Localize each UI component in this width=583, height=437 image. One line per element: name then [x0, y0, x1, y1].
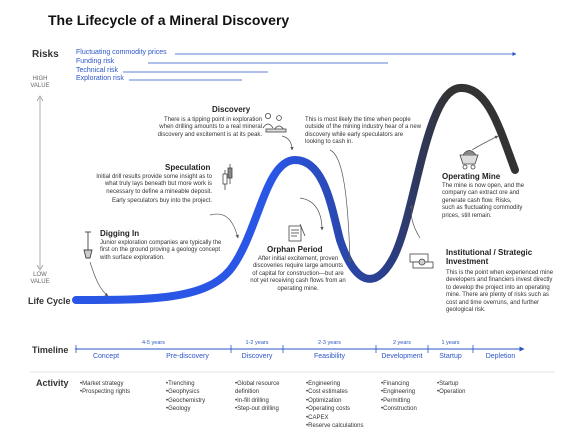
arrow-operating — [471, 135, 499, 151]
activity-label: Activity — [36, 378, 69, 388]
stage-discovery-desc-2: This is most likely the time when people… — [305, 117, 422, 146]
page-title: The Lifecycle of a Mineral Discovery — [48, 12, 290, 28]
activity-discovery: Global resource definition In-fill drill… — [235, 380, 295, 414]
years-1: 1 years — [441, 340, 460, 346]
arrow-orphan — [299, 197, 324, 231]
stage-orphan-desc: After initial excitement, proven discove… — [250, 256, 346, 292]
phase-concept: Concept — [92, 353, 120, 360]
years-2-3: 2-3 years — [318, 340, 341, 346]
activity-concept: Market strategy Prospecting rights — [80, 380, 130, 397]
activity-feasibility: Engineering Cost estimates Optimization … — [306, 380, 363, 430]
stage-digging-in-desc: Junior exploration companies are typical… — [100, 240, 222, 261]
arrow-digging — [89, 261, 109, 297]
risk-commodity: Fluctuating commodity prices — [76, 49, 167, 56]
phase-development: Development — [381, 353, 423, 360]
risk-funding: Funding risk — [76, 58, 115, 65]
activity-startup: Startup Operation — [437, 380, 465, 397]
arrow-speculation — [209, 213, 239, 239]
arrow-discovery-2 — [329, 149, 352, 263]
phase-feasibility: Feasibility — [313, 353, 346, 360]
activity-item: Prospecting rights — [80, 388, 130, 396]
activity-item: Engineering — [306, 380, 363, 388]
arrow-discovery — [281, 135, 294, 151]
years-1-2: 1-2 years — [245, 340, 269, 346]
phase-depletion: Depletion — [485, 353, 516, 360]
activity-item: Construction — [381, 405, 417, 413]
activity-item: Startup — [437, 380, 465, 388]
phase-pre-discovery: Pre-discovery — [166, 353, 209, 360]
risk-technical: Technical risk — [76, 67, 119, 74]
risks-label: Risks — [32, 49, 59, 60]
activity-item: Permitting — [381, 397, 417, 405]
activity-item: Market strategy — [80, 380, 130, 388]
lifecycle-label: Life Cycle — [28, 296, 71, 306]
activity-item: Geology — [166, 405, 205, 413]
document-icon — [288, 223, 306, 242]
activity-development: Financing Engineering Permitting Constru… — [381, 380, 417, 414]
stage-institutional-title: Institutional / Strategic Investment — [446, 248, 533, 266]
stage-orphan-title: Orphan Period — [267, 245, 323, 254]
activity-item: Geochemistry — [166, 397, 205, 405]
timeline-label: Timeline — [32, 345, 69, 355]
high-value-label: HIGH VALUE — [30, 76, 50, 89]
stage-discovery-title: Discovery — [212, 105, 251, 114]
activity-item: Trenching — [166, 380, 205, 388]
activity-item: Geophysics — [166, 388, 205, 396]
activity-item: Cost estimates — [306, 388, 363, 396]
phase-discovery: Discovery — [241, 353, 273, 360]
low-value-label: LOW VALUE — [30, 272, 50, 285]
candlestick-icon — [222, 164, 233, 190]
activity-item: Step-out drilling — [235, 405, 295, 413]
money-icon — [409, 253, 434, 269]
activity-item: Reserve calculations — [306, 422, 363, 430]
people-icon — [262, 113, 287, 133]
shovel-icon — [83, 231, 93, 259]
mine-cart-icon — [459, 150, 479, 170]
activity-item: Engineering — [381, 388, 417, 396]
activity-item: Optimization — [306, 397, 363, 405]
activity-item: Global resource definition — [235, 380, 295, 397]
years-4-5: 4-5 years — [142, 340, 165, 346]
risk-exploration: Exploration risk — [76, 75, 124, 82]
lifecycle-curve — [72, 84, 519, 304]
activity-item: CAPEX — [306, 414, 363, 422]
years-2: 2 years — [392, 340, 412, 346]
arrow-institutional — [409, 204, 421, 239]
activity-item: Financing — [381, 380, 417, 388]
stage-speculation-desc-2: Early speculators buy into the project. — [111, 198, 212, 204]
activity-pre-discovery: Trenching Geophysics Geochemistry Geolog… — [166, 380, 205, 414]
stage-institutional-desc: This is the point when experienced mine … — [446, 270, 554, 314]
stage-discovery-desc: There is a tipping point in exploration … — [157, 117, 262, 138]
stage-speculation-title: Speculation — [165, 163, 211, 172]
activity-item: Operation — [437, 388, 465, 396]
stage-digging-in-title: Digging In — [100, 229, 140, 238]
phase-startup: Startup — [439, 353, 462, 360]
stage-operating-desc: The mine is now open, and the company ca… — [442, 183, 525, 219]
activity-item: In-fill drilling — [235, 397, 295, 405]
activity-item: Operating costs — [306, 405, 363, 413]
stage-speculation-desc: Initial drill results provide some insig… — [96, 174, 212, 195]
stage-operating-title: Operating Mine — [442, 172, 501, 181]
timeline-ticks — [75, 345, 474, 353]
